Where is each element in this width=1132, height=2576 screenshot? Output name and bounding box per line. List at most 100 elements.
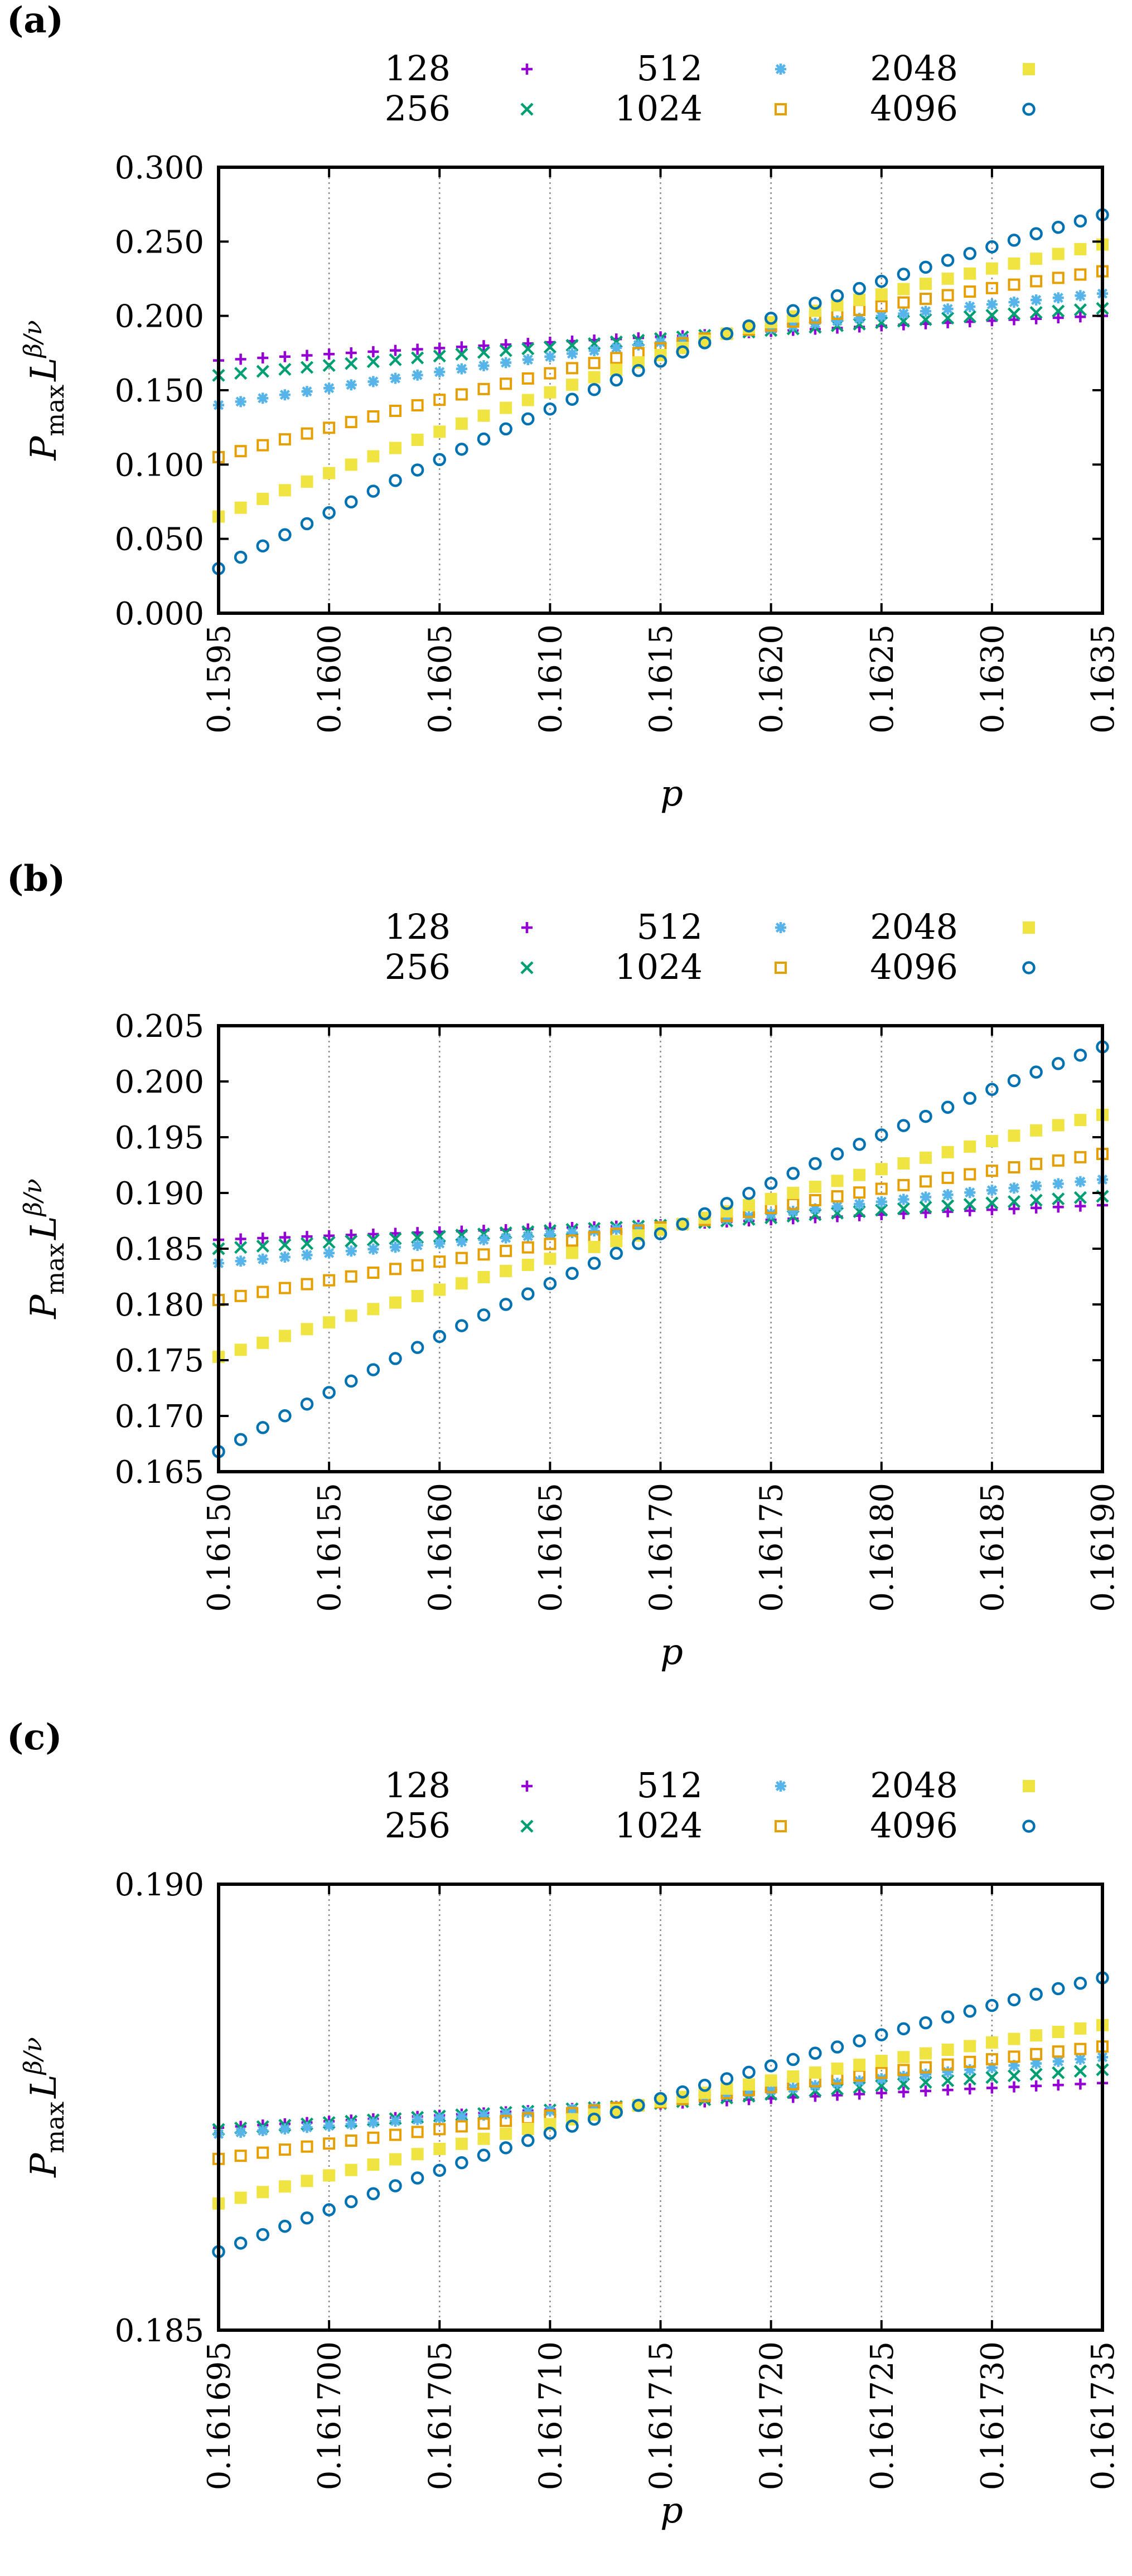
data-point-b-512 [567, 1227, 578, 1239]
data-point-c-128 [854, 2088, 865, 2100]
data-point-a-4096 [941, 254, 955, 267]
data-point-a-128 [323, 348, 335, 360]
data-point-a-1024 [1008, 278, 1020, 291]
data-point-c-2048 [787, 2070, 800, 2083]
data-point-b-2048 [257, 1336, 269, 1349]
data-point-b-1024 [1052, 1154, 1065, 1167]
data-point-b-2048 [743, 1199, 755, 1211]
data-point-b-4096 [410, 1341, 424, 1354]
data-point-a-2048 [500, 401, 512, 414]
y-tick-label-b: 0.205 [115, 1008, 204, 1045]
y-tick-label-a: 0.250 [115, 224, 204, 260]
data-point-b-4096 [256, 1421, 269, 1434]
data-point-a-256 [455, 347, 468, 361]
data-point-b-2048 [278, 1330, 291, 1342]
data-point-b-512 [434, 1238, 446, 1249]
series-a-2048 [212, 238, 1109, 523]
y-tick-label-c: 0.190 [115, 1867, 204, 1903]
data-point-c-4096 [234, 2237, 248, 2250]
data-point-b-2048 [1052, 1119, 1065, 1132]
data-point-b-4096 [433, 1330, 446, 1343]
data-point-b-2048 [544, 1253, 557, 1265]
data-point-b-4096 [455, 1319, 468, 1332]
data-point-a-256 [985, 308, 999, 322]
legend-marker-a-4096 [1022, 103, 1036, 116]
data-point-b-512 [942, 1189, 954, 1201]
data-point-c-1024 [411, 2126, 424, 2138]
data-point-b-2048 [941, 1146, 954, 1158]
data-point-c-4096 [455, 2156, 468, 2170]
data-point-c-4096 [897, 2022, 911, 2036]
legend-label-a-2048: 2048 [870, 48, 958, 89]
data-point-a-2048 [301, 475, 313, 488]
data-point-a-4096 [875, 274, 888, 288]
data-point-b-2048 [610, 1235, 623, 1248]
x-axis-title-b: p [660, 1632, 683, 1673]
data-point-b-128 [1075, 1200, 1086, 1212]
data-point-b-256 [366, 1233, 380, 1246]
data-point-a-1024 [964, 285, 976, 298]
legend-marker-c-4096 [1022, 1820, 1036, 1833]
data-point-c-1024 [985, 2053, 998, 2066]
data-point-c-256 [963, 2072, 976, 2086]
panel-label-b: (b) [7, 858, 65, 900]
data-point-a-256 [278, 362, 292, 376]
data-point-b-2048 [234, 1343, 247, 1356]
data-point-a-4096 [278, 528, 292, 542]
data-point-b-2048 [920, 1151, 932, 1164]
y-tick-label-a: 0.050 [115, 522, 204, 558]
data-point-b-1024 [566, 1234, 578, 1247]
y-tick-label-a: 0.300 [115, 150, 204, 186]
data-point-b-2048 [345, 1309, 357, 1322]
data-point-b-1024 [787, 1197, 800, 1210]
data-point-a-2048 [1030, 253, 1043, 265]
data-point-c-1024 [1052, 2045, 1065, 2058]
data-point-a-128 [500, 339, 512, 351]
data-point-a-128 [1075, 311, 1086, 323]
y-tick-label-b: 0.175 [115, 1343, 204, 1379]
data-point-a-1024 [367, 410, 380, 423]
data-point-b-2048 [875, 1163, 888, 1176]
data-point-a-1024 [1052, 271, 1065, 284]
data-point-b-128 [1031, 1202, 1042, 1214]
data-point-b-1024 [477, 1248, 490, 1261]
data-point-a-4096 [256, 539, 269, 553]
y-tick-label-b: 0.195 [115, 1120, 204, 1156]
data-point-b-2048 [521, 1258, 534, 1271]
x-tick-label-b: 0.16185 [975, 1483, 1011, 1612]
data-point-b-256 [256, 1239, 269, 1253]
data-point-c-512 [500, 2108, 512, 2119]
data-point-b-1024 [831, 1190, 844, 1203]
data-point-c-512 [920, 2068, 931, 2080]
y-tick-label-c: 0.185 [115, 2313, 204, 2349]
data-point-c-4096 [830, 2040, 844, 2054]
data-point-c-4096 [764, 2059, 778, 2073]
legend-label-a-512: 512 [637, 48, 703, 89]
data-point-b-2048 [1074, 1114, 1087, 1127]
legend-label-a-256: 256 [385, 88, 451, 129]
data-point-b-1024 [278, 1282, 291, 1294]
data-point-c-256 [1073, 2064, 1087, 2078]
data-point-a-512 [611, 342, 622, 353]
data-point-c-128 [1052, 2079, 1064, 2091]
data-point-a-1024 [411, 399, 424, 412]
data-point-a-1024 [1074, 268, 1087, 281]
x-tick-label-a: 0.1635 [1085, 624, 1121, 734]
data-point-c-2048 [765, 2074, 777, 2087]
data-point-b-4096 [499, 1298, 512, 1311]
data-point-b-2048 [588, 1240, 601, 1253]
legend-marker-b-4096 [1022, 961, 1036, 974]
y-tick-label-a: 0.150 [115, 373, 204, 409]
data-point-b-256 [300, 1237, 314, 1250]
y-tick-label-b: 0.185 [115, 1231, 204, 1268]
data-point-a-128 [367, 346, 379, 357]
data-point-a-4096 [499, 422, 512, 436]
data-point-b-256 [234, 1241, 248, 1254]
data-point-a-2048 [389, 442, 401, 454]
data-point-b-2048 [765, 1192, 777, 1205]
data-point-a-512 [588, 345, 600, 357]
y-tick-label-b: 0.200 [115, 1064, 204, 1100]
legend-marker-b-512 [775, 922, 786, 933]
data-point-c-1024 [1030, 2048, 1043, 2060]
